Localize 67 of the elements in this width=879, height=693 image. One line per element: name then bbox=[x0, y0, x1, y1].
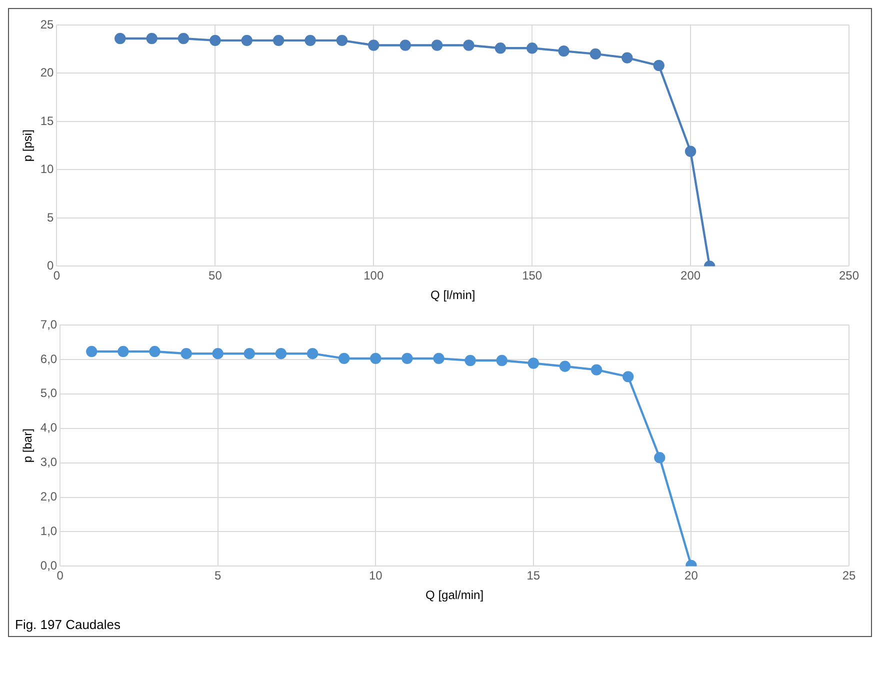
point bbox=[114, 32, 126, 44]
x-tick-label: 15 bbox=[526, 568, 540, 583]
point bbox=[463, 40, 474, 51]
x-tick-label: 150 bbox=[522, 268, 542, 283]
point bbox=[244, 348, 256, 360]
point bbox=[464, 354, 476, 366]
point bbox=[433, 352, 444, 364]
point bbox=[590, 364, 602, 376]
point bbox=[559, 360, 571, 372]
y-axis-title: p [psi] bbox=[20, 130, 35, 162]
x-tick-label: 20 bbox=[684, 568, 698, 583]
point bbox=[494, 42, 506, 54]
point bbox=[684, 146, 696, 157]
y-tick-label: 2,0 bbox=[40, 490, 58, 504]
x-tick-label: 10 bbox=[368, 568, 383, 583]
point bbox=[528, 358, 540, 369]
y-tick-label: 10 bbox=[40, 162, 54, 176]
point bbox=[180, 348, 192, 360]
x-tick-label: 200 bbox=[680, 268, 701, 283]
x-tick-label: 50 bbox=[208, 268, 222, 283]
x-tick-label: 100 bbox=[364, 268, 384, 283]
point bbox=[590, 48, 602, 60]
point bbox=[370, 352, 382, 364]
point bbox=[338, 352, 350, 364]
point bbox=[336, 34, 348, 46]
point bbox=[558, 45, 570, 57]
point bbox=[275, 348, 287, 360]
point bbox=[306, 348, 318, 360]
y-tick-label: 1,0 bbox=[40, 524, 58, 538]
point bbox=[368, 40, 380, 51]
x-axis-title: Q [l/min] bbox=[430, 288, 476, 302]
caption: Fig. 197 Caudales bbox=[14, 616, 122, 632]
point bbox=[212, 348, 224, 360]
y-tick-label: 5 bbox=[47, 210, 54, 224]
x-tick-label: 5 bbox=[214, 568, 222, 583]
point bbox=[402, 352, 413, 364]
point bbox=[653, 60, 664, 72]
point bbox=[210, 34, 221, 46]
point bbox=[304, 34, 316, 46]
point bbox=[431, 40, 443, 51]
point bbox=[496, 354, 508, 366]
y-tick-label: 6,0 bbox=[40, 352, 58, 366]
y-tick-label: 5,0 bbox=[40, 386, 58, 400]
y-tick-label: 0,0 bbox=[40, 558, 58, 573]
y-tick-label: 0 bbox=[47, 258, 54, 273]
y-tick-label: 3,0 bbox=[40, 455, 58, 470]
x-axis-title: Q [gal/min] bbox=[426, 588, 484, 602]
y-tick-label: 25 bbox=[40, 17, 54, 32]
y-tick-label: 7,0 bbox=[40, 317, 58, 332]
point bbox=[622, 371, 634, 382]
x-tick-label: 250 bbox=[838, 268, 860, 283]
x-tick-label: 25 bbox=[842, 568, 856, 583]
y-tick-label: 15 bbox=[40, 114, 54, 128]
y-tick-label: 20 bbox=[40, 66, 54, 80]
y-tick-label: 4,0 bbox=[40, 420, 58, 435]
point bbox=[146, 32, 158, 44]
y-axis-title: p [bar] bbox=[20, 428, 35, 463]
point bbox=[241, 34, 252, 46]
point bbox=[272, 34, 284, 46]
point bbox=[654, 452, 666, 464]
point bbox=[400, 40, 411, 51]
point bbox=[149, 346, 160, 358]
point bbox=[622, 52, 633, 64]
point bbox=[86, 346, 98, 358]
point bbox=[526, 42, 538, 54]
point bbox=[178, 32, 190, 44]
point bbox=[118, 346, 129, 358]
